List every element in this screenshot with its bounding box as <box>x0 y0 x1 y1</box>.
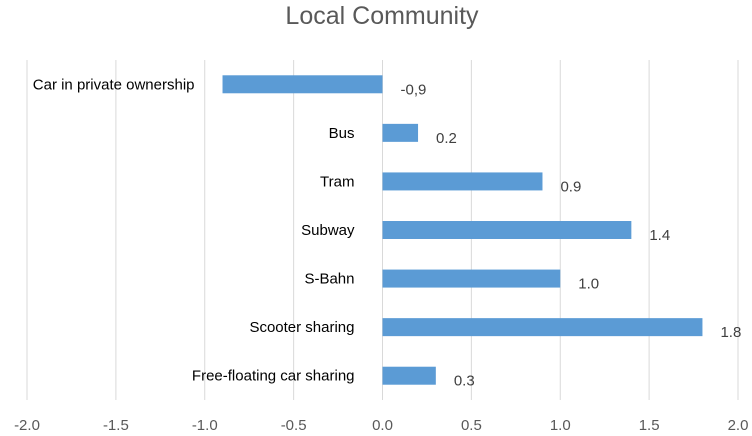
data-label: 1.8 <box>720 324 741 341</box>
category-label: Free-floating car sharing <box>192 368 355 385</box>
bar <box>382 221 632 239</box>
data-label: 1.0 <box>578 276 599 293</box>
chart-title: Local Community <box>285 2 479 30</box>
x-tick-label: 0.0 <box>372 417 393 434</box>
category-label: Scooter sharing <box>249 319 354 336</box>
x-tick-label: 1.5 <box>639 417 660 434</box>
x-tick-label: -1.0 <box>192 417 218 434</box>
bar <box>382 123 419 142</box>
data-labels: -0,9 0.2 0.9 1.4 1.0 1.8 0.3 <box>401 81 742 389</box>
category-label: Bus <box>329 125 355 142</box>
bars <box>222 75 703 385</box>
category-label: Tram <box>320 173 354 190</box>
x-axis-tick-labels: -2.0 -1.5 -1.0 -0.5 0.0 0.5 1.0 1.5 2.0 <box>14 417 748 434</box>
x-tick-label: -0.5 <box>281 417 307 434</box>
x-tick-label: 2.0 <box>728 417 749 434</box>
x-tick-label: -1.5 <box>103 417 129 434</box>
category-label: S-Bahn <box>304 271 354 288</box>
category-labels: Car in private ownership Bus Tram Subway S-B… <box>33 76 355 384</box>
data-label: 0.9 <box>560 178 581 195</box>
bar <box>382 366 436 385</box>
bar <box>382 269 561 288</box>
data-label: -0,9 <box>401 81 427 98</box>
data-label: 1.4 <box>649 227 670 244</box>
bar <box>222 75 383 94</box>
x-tick-label: 1.0 <box>550 417 571 434</box>
bar <box>382 172 543 191</box>
category-label: Car in private ownership <box>33 76 195 93</box>
category-label: Subway <box>301 222 355 239</box>
x-tick-label: -2.0 <box>14 417 40 434</box>
data-label: 0.2 <box>436 130 457 147</box>
x-tick-label: 0.5 <box>461 417 482 434</box>
data-label: 0.3 <box>454 373 475 390</box>
bar <box>382 318 703 337</box>
